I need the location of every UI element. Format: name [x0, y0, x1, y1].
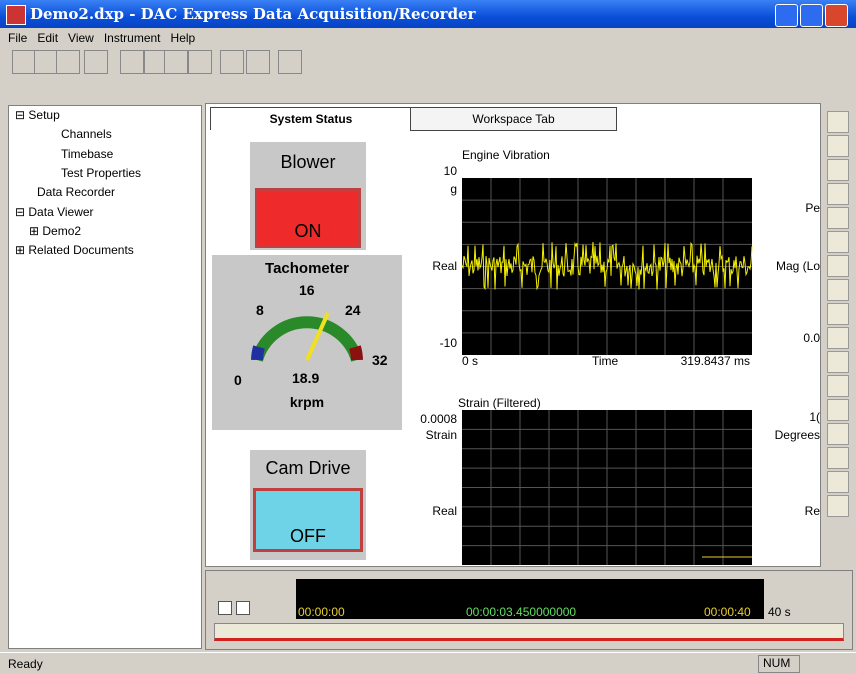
tree-item[interactable]: ⊞ Related Documents — [15, 243, 134, 257]
tree-item[interactable]: Channels — [61, 127, 112, 141]
cam-drive-label: Cam Drive — [250, 458, 366, 479]
toolbar-button[interactable] — [188, 50, 212, 74]
tool-button[interactable] — [827, 351, 849, 373]
toolbar-button[interactable] — [56, 50, 80, 74]
timeline-current: 00:00:03.450000000 — [466, 605, 576, 619]
gauge-scale: 0 — [234, 372, 242, 388]
app-window: Demo2.dxp - DAC Express Data Acquisition… — [0, 0, 856, 673]
tree-item[interactable]: Data Recorder — [37, 185, 115, 199]
toolbar-button[interactable] — [84, 50, 108, 74]
tool-button[interactable] — [827, 327, 849, 349]
cam-drive-button[interactable]: OFF — [253, 488, 363, 552]
tab[interactable]: Workspace Tab — [410, 107, 617, 131]
toolbar-button[interactable] — [164, 50, 188, 74]
gauge-title: Tachometer — [265, 260, 349, 277]
menu-item[interactable]: View — [68, 31, 94, 45]
axis-label: Strain — [426, 428, 457, 442]
clipped-label: Re — [805, 504, 820, 518]
toolbar-button[interactable] — [12, 50, 36, 74]
gauge-scale: 8 — [256, 302, 264, 318]
timeline-start: 00:00:00 — [298, 605, 345, 619]
axis-label: 0 s — [462, 354, 478, 368]
tool-button[interactable] — [827, 447, 849, 469]
toolbar-button[interactable] — [34, 50, 58, 74]
toolbar-button[interactable] — [120, 50, 144, 74]
gauge-scale: 24 — [345, 302, 361, 318]
tachometer: Tachometer 0 8 16 24 32 18.9 krpm — [212, 255, 402, 430]
menu-item[interactable]: File — [8, 31, 27, 45]
gauge-reading: 18.9 — [292, 370, 319, 386]
tool-button[interactable] — [827, 207, 849, 229]
tree-view: ⊟ Setup Channels Timebase Test Propertie… — [8, 105, 202, 649]
tree-item[interactable]: ⊟ Data Viewer — [15, 205, 94, 219]
window-title: Demo2.dxp - DAC Express Data Acquisition… — [30, 5, 476, 23]
title-bar: Demo2.dxp - DAC Express Data Acquisition… — [0, 0, 856, 28]
tool-button[interactable] — [827, 495, 849, 517]
axis-label: -10 — [440, 336, 458, 350]
tool-button[interactable] — [827, 231, 849, 253]
menu-item[interactable]: Edit — [37, 31, 58, 45]
tool-button[interactable] — [827, 279, 849, 301]
tool-button[interactable] — [827, 303, 849, 325]
side-toolbar — [822, 105, 852, 567]
blower-panel: Blower ON — [250, 142, 366, 250]
tool-button[interactable] — [827, 471, 849, 493]
toolbar-button[interactable] — [220, 50, 244, 74]
maximize-button[interactable] — [800, 4, 823, 27]
stop-button[interactable] — [236, 601, 250, 615]
timeline-span: 40 s — [768, 605, 791, 619]
timeline-panel: 00:00:00 00:00:03.450000000 00:00:40 40 … — [205, 570, 853, 650]
status-bar: Ready NUM — [0, 652, 856, 674]
blower-label: Blower — [250, 152, 366, 173]
tree-item[interactable]: ⊞ Demo2 — [29, 224, 81, 238]
axis-label: Time — [592, 354, 619, 368]
clipped-label: Degrees — [775, 428, 820, 442]
tool-button[interactable] — [827, 159, 849, 181]
gauge-unit: krpm — [290, 394, 324, 410]
menu-bar: File Edit View Instrument Help — [8, 31, 205, 45]
tree-item[interactable]: Timebase — [61, 147, 113, 161]
gauge-scale: 16 — [299, 282, 315, 298]
axis-label: Real — [432, 504, 457, 518]
timeline-end: 00:00:40 — [704, 605, 751, 619]
tool-button[interactable] — [827, 135, 849, 157]
tab[interactable]: System Status — [210, 107, 412, 130]
tool-button[interactable] — [827, 399, 849, 421]
menu-item[interactable]: Help — [171, 31, 196, 45]
scrollbar[interactable] — [214, 623, 844, 641]
axis-label: 319.8437 ms — [681, 354, 750, 368]
axis-label: 0.0008 — [420, 412, 457, 426]
toolbar-button[interactable] — [246, 50, 270, 74]
gauge-scale: 32 — [372, 352, 388, 368]
tool-button[interactable] — [827, 255, 849, 277]
blower-button[interactable]: ON — [255, 188, 361, 248]
clipped-label: Mag (Lo — [776, 259, 820, 273]
play-button[interactable] — [218, 601, 232, 615]
minimize-button[interactable] — [775, 4, 798, 27]
num-indicator: NUM — [758, 655, 800, 673]
tool-button[interactable] — [827, 183, 849, 205]
timeline-strip: 00:00:00 00:00:03.450000000 00:00:40 — [296, 579, 764, 619]
menu-item[interactable]: Instrument — [104, 31, 161, 45]
plots: Engine Vibration 10 g Real -10 0 s Time … — [410, 145, 820, 565]
clipped-label: 1( — [809, 410, 820, 424]
cam-drive-panel: Cam Drive OFF — [250, 450, 366, 560]
clipped-label: 0.0 — [803, 331, 820, 345]
tool-button[interactable] — [827, 375, 849, 397]
app-icon — [6, 5, 26, 25]
plot-title: Engine Vibration — [462, 148, 550, 162]
plot-title: Strain (Filtered) — [458, 396, 541, 410]
clipped-label: Pe — [805, 201, 820, 215]
status-text: Ready — [8, 657, 43, 671]
tree-item[interactable]: ⊟ Setup — [15, 108, 60, 122]
close-button[interactable] — [825, 4, 848, 27]
toolbar-button[interactable] — [278, 50, 302, 74]
axis-label: 10 — [444, 164, 458, 178]
axis-label: Real — [432, 259, 457, 273]
tree-item[interactable]: Test Properties — [61, 166, 141, 180]
tool-button[interactable] — [827, 111, 849, 133]
axis-label: g — [450, 182, 457, 196]
tool-button[interactable] — [827, 423, 849, 445]
